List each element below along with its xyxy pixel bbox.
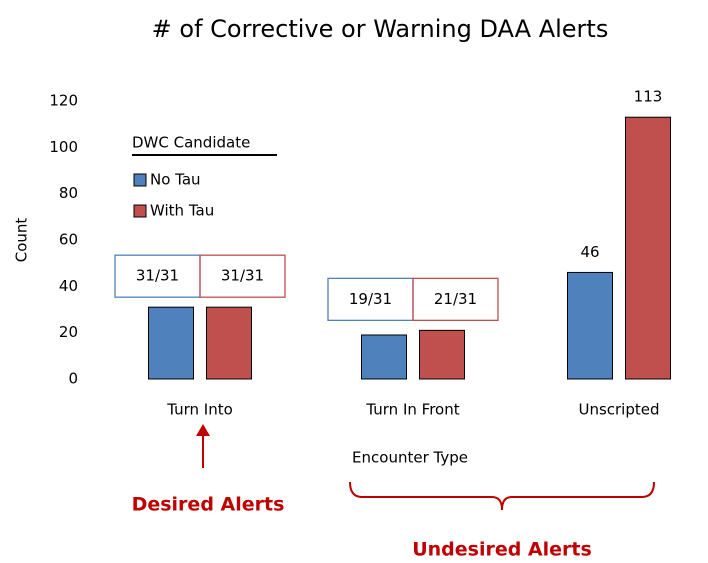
- label-box: [199, 254, 286, 298]
- legend-label: No Tau: [150, 171, 201, 189]
- data-label: 31/31: [221, 267, 264, 285]
- legend-swatch: [133, 173, 147, 187]
- y-tick-label: 80: [59, 184, 78, 202]
- annotation: Undesired Alerts: [412, 539, 592, 561]
- data-label: 21/31: [434, 290, 477, 308]
- y-tick-label: 100: [49, 138, 78, 156]
- y-tick-label: 20: [59, 323, 78, 341]
- x-axis-title: Encounter Type: [352, 449, 468, 467]
- x-tick-label: Unscripted: [578, 401, 659, 419]
- bar: [567, 271, 613, 380]
- bracket: [349, 481, 655, 511]
- legend-title: DWC Candidate: [132, 134, 250, 152]
- bar: [148, 306, 194, 380]
- y-axis-title: Count: [13, 218, 31, 263]
- data-label: 31/31: [136, 267, 179, 285]
- bar: [625, 116, 671, 380]
- bar: [361, 334, 407, 380]
- annotation: Desired Alerts: [132, 494, 285, 516]
- legend-swatch: [133, 204, 147, 218]
- y-tick-label: 120: [49, 92, 78, 110]
- legend-label: With Tau: [150, 202, 214, 220]
- x-tick-label: Turn In Front: [365, 401, 459, 419]
- y-tick-label: 0: [68, 370, 78, 388]
- y-tick-label: 40: [59, 277, 78, 295]
- chart-title: # of Corrective or Warning DAA Alerts: [152, 15, 609, 43]
- x-tick-label: Turn Into: [166, 401, 233, 419]
- data-label: 19/31: [349, 290, 392, 308]
- y-tick-label: 60: [59, 231, 78, 249]
- bar: [419, 329, 465, 380]
- label-box: [412, 277, 499, 322]
- bar: [206, 306, 252, 380]
- data-label: 113: [634, 88, 663, 106]
- data-label: 46: [580, 243, 599, 261]
- arrow-head: [196, 424, 210, 436]
